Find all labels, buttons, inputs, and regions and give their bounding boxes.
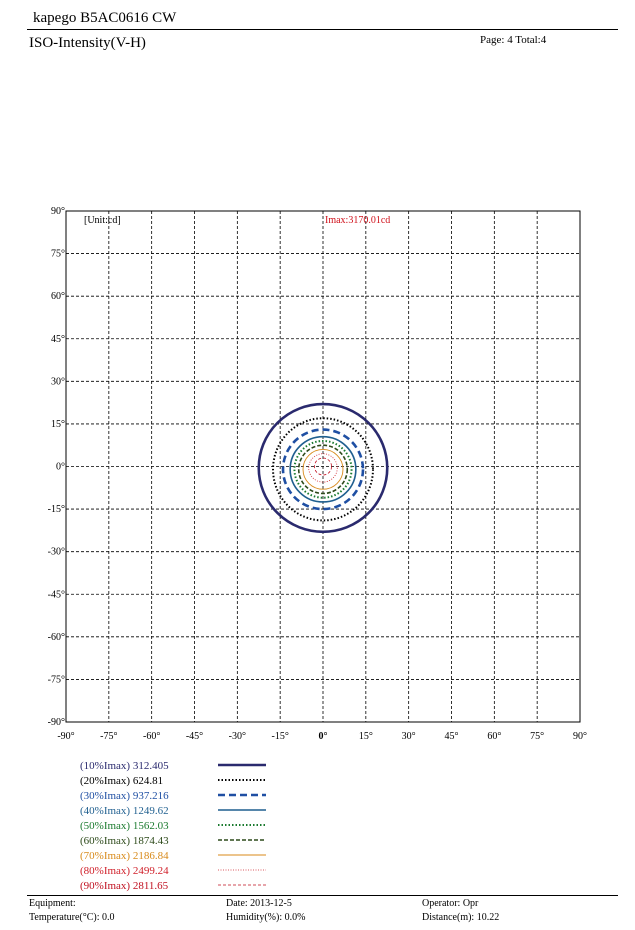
- x-tick-label: -75°: [100, 731, 117, 742]
- legend-label: (70%Imax) 2186.84: [80, 850, 169, 862]
- y-tick-label: 45°: [51, 334, 65, 345]
- temperature-text: Temperature(°C): 0.0: [29, 912, 115, 923]
- legend-label: (30%Imax) 937.216: [80, 790, 169, 802]
- legend-label: (90%Imax) 2811.65: [80, 880, 169, 892]
- header-divider: [27, 29, 618, 30]
- x-tick-label: 30°: [402, 731, 416, 742]
- legend-label: (80%Imax) 2499.24: [80, 865, 169, 877]
- legend-label: (60%Imax) 1874.43: [80, 835, 169, 847]
- page-info: Page: 4 Total:4: [480, 34, 547, 46]
- equipment-text: Equipment:: [29, 898, 76, 909]
- legend-label: (40%Imax) 1249.62: [80, 805, 169, 817]
- y-tick-label: -90°: [48, 717, 65, 728]
- contour-80pct: [308, 453, 338, 483]
- unit-label: [Unit:cd]: [84, 215, 121, 226]
- contours: [257, 402, 389, 534]
- x-tick-label: 75°: [530, 731, 544, 742]
- x-tick-labels: -90° -75° -60° -45° -30° -15° 0° 15° 30° 45° 60° 75…: [57, 731, 587, 742]
- contour-60pct: [297, 444, 349, 495]
- y-tick-label: 0°: [56, 462, 65, 473]
- y-tick-label: 60°: [51, 291, 65, 302]
- legend-label: (10%Imax) 312.405: [80, 760, 169, 772]
- y-tick-labels: 90° 75° 60° 45° 30° 15° 0° -15° -30° -45° -60° -75°…: [48, 206, 65, 728]
- x-tick-label: 0°: [319, 731, 328, 742]
- contour-10pct: [257, 402, 389, 534]
- contour-30pct: [281, 428, 365, 511]
- x-tick-label: -15°: [271, 731, 288, 742]
- distance-text: Distance(m): 10.22: [422, 912, 500, 923]
- y-tick-label: -30°: [48, 547, 65, 558]
- legend-label: (20%Imax) 624.81: [80, 775, 163, 787]
- y-tick-label: 75°: [51, 249, 65, 260]
- humidity-text: Humidity(%): 0.0%: [226, 912, 306, 923]
- y-tick-label: -60°: [48, 632, 65, 643]
- legend-label: (50%Imax) 1562.03: [80, 820, 169, 832]
- report-title: kapego B5AC0616 CW: [33, 10, 177, 26]
- y-tick-label: 90°: [51, 206, 65, 217]
- y-tick-label: 15°: [51, 419, 65, 430]
- x-tick-label: 60°: [487, 731, 501, 742]
- contour-50pct: [293, 439, 353, 499]
- legend: (10%Imax) 312.405 (20%Imax) 624.81 (30%Ima…: [80, 760, 266, 892]
- y-tick-label: -45°: [48, 589, 65, 600]
- x-tick-label: -45°: [186, 731, 203, 742]
- y-tick-label: -15°: [48, 504, 65, 515]
- x-tick-label: 15°: [359, 731, 373, 742]
- x-tick-label: -90°: [57, 731, 74, 742]
- contour-70pct: [302, 449, 344, 490]
- chart-subtitle: ISO-Intensity(V-H): [29, 35, 146, 51]
- x-tick-label: -60°: [143, 731, 160, 742]
- contour-90pct: [314, 457, 332, 476]
- y-tick-label: 30°: [51, 376, 65, 387]
- imax-label: Imax:3170.01cd: [325, 215, 390, 226]
- contour-20pct: [272, 417, 374, 522]
- grid-lines: [66, 211, 580, 722]
- contour-40pct: [289, 435, 357, 503]
- x-tick-label: 90°: [573, 731, 587, 742]
- date-text: Date: 2013-12-5: [226, 898, 292, 909]
- footer-divider: [27, 895, 618, 896]
- operator-text: Operator: Opr: [422, 898, 479, 909]
- x-tick-label: 45°: [445, 731, 459, 742]
- y-tick-label: -75°: [48, 674, 65, 685]
- x-tick-label: -30°: [229, 731, 246, 742]
